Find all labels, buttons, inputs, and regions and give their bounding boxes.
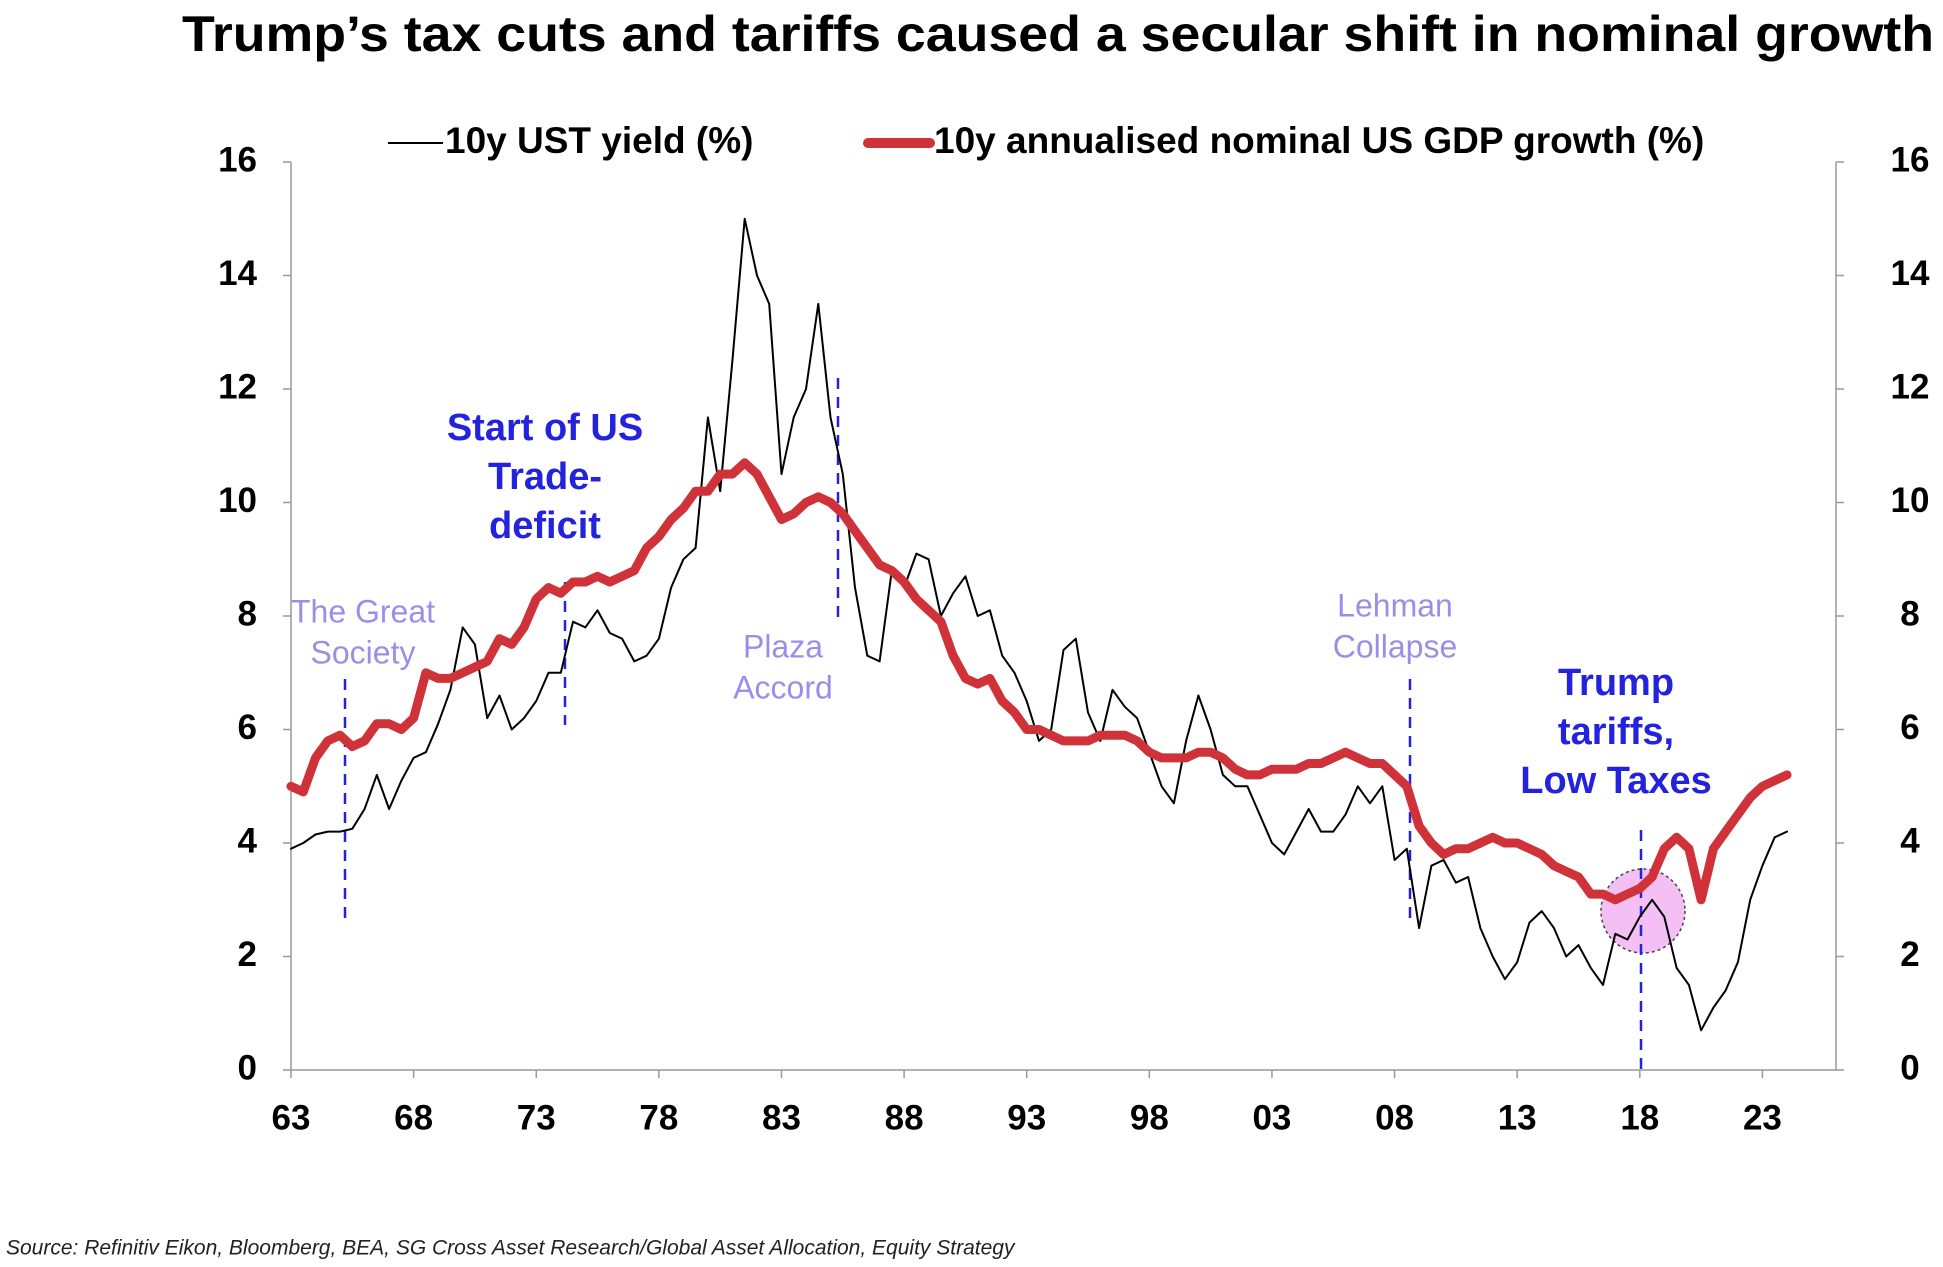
annotation: Collapse [1333,628,1458,664]
x-tick-label: 13 [1498,1098,1537,1137]
x-tick-label: 63 [272,1098,311,1137]
annotation: Trade- [488,456,602,498]
x-tick-label: 88 [885,1098,924,1137]
y2-tick-label: 6 [1900,708,1919,747]
y2-tick-label: 14 [1891,254,1930,293]
y-tick-label: 16 [218,140,257,179]
y2-tick-label: 16 [1891,140,1930,179]
y-tick-label: 6 [238,708,257,747]
annotation: Plaza [743,628,823,664]
x-tick-label: 18 [1620,1098,1659,1137]
annotation: The Great [291,593,435,629]
x-tick-label: 93 [1007,1098,1046,1137]
y2-tick-label: 0 [1900,1048,1919,1087]
annotation: tariffs, [1558,711,1674,753]
x-tick-label: 78 [639,1098,678,1137]
x-tick-label: 73 [517,1098,556,1137]
legend-label: 10y annualised nominal US GDP growth (%) [934,120,1704,161]
y-tick-label: 14 [218,254,257,293]
y2-tick-label: 12 [1891,367,1930,406]
annotation: deficit [489,505,601,547]
y-tick-label: 0 [238,1048,257,1087]
y2-tick-label: 4 [1900,821,1920,860]
annotation: Low Taxes [1520,760,1711,802]
y-tick-label: 10 [218,481,257,520]
x-tick-label: 98 [1130,1098,1169,1137]
x-tick-label: 08 [1375,1098,1414,1137]
x-tick-label: 68 [394,1098,433,1137]
annotation: Trump [1558,662,1674,704]
y2-tick-label: 2 [1900,935,1919,974]
annotation: Start of US [447,407,643,449]
y-tick-label: 2 [238,935,257,974]
annotation: Society [311,634,416,670]
y2-tick-label: 8 [1900,594,1919,633]
x-tick-label: 83 [762,1098,801,1137]
annotation: Lehman [1337,587,1453,623]
annotation: Accord [733,669,833,705]
y2-tick-label: 10 [1891,481,1930,520]
x-tick-label: 23 [1743,1098,1782,1137]
legend-label: 10y UST yield (%) [445,120,753,161]
y-tick-label: 12 [218,367,257,406]
series-line [290,217,1788,1032]
y-tick-label: 8 [238,594,257,633]
source-note: Source: Refinitiv Eikon, Bloomberg, BEA,… [6,1237,1016,1260]
x-tick-label: 03 [1252,1098,1291,1137]
y-tick-label: 4 [238,821,258,860]
series-line [286,458,1792,905]
chart-title: Trump’s tax cuts and tariffs caused a se… [182,6,1934,62]
